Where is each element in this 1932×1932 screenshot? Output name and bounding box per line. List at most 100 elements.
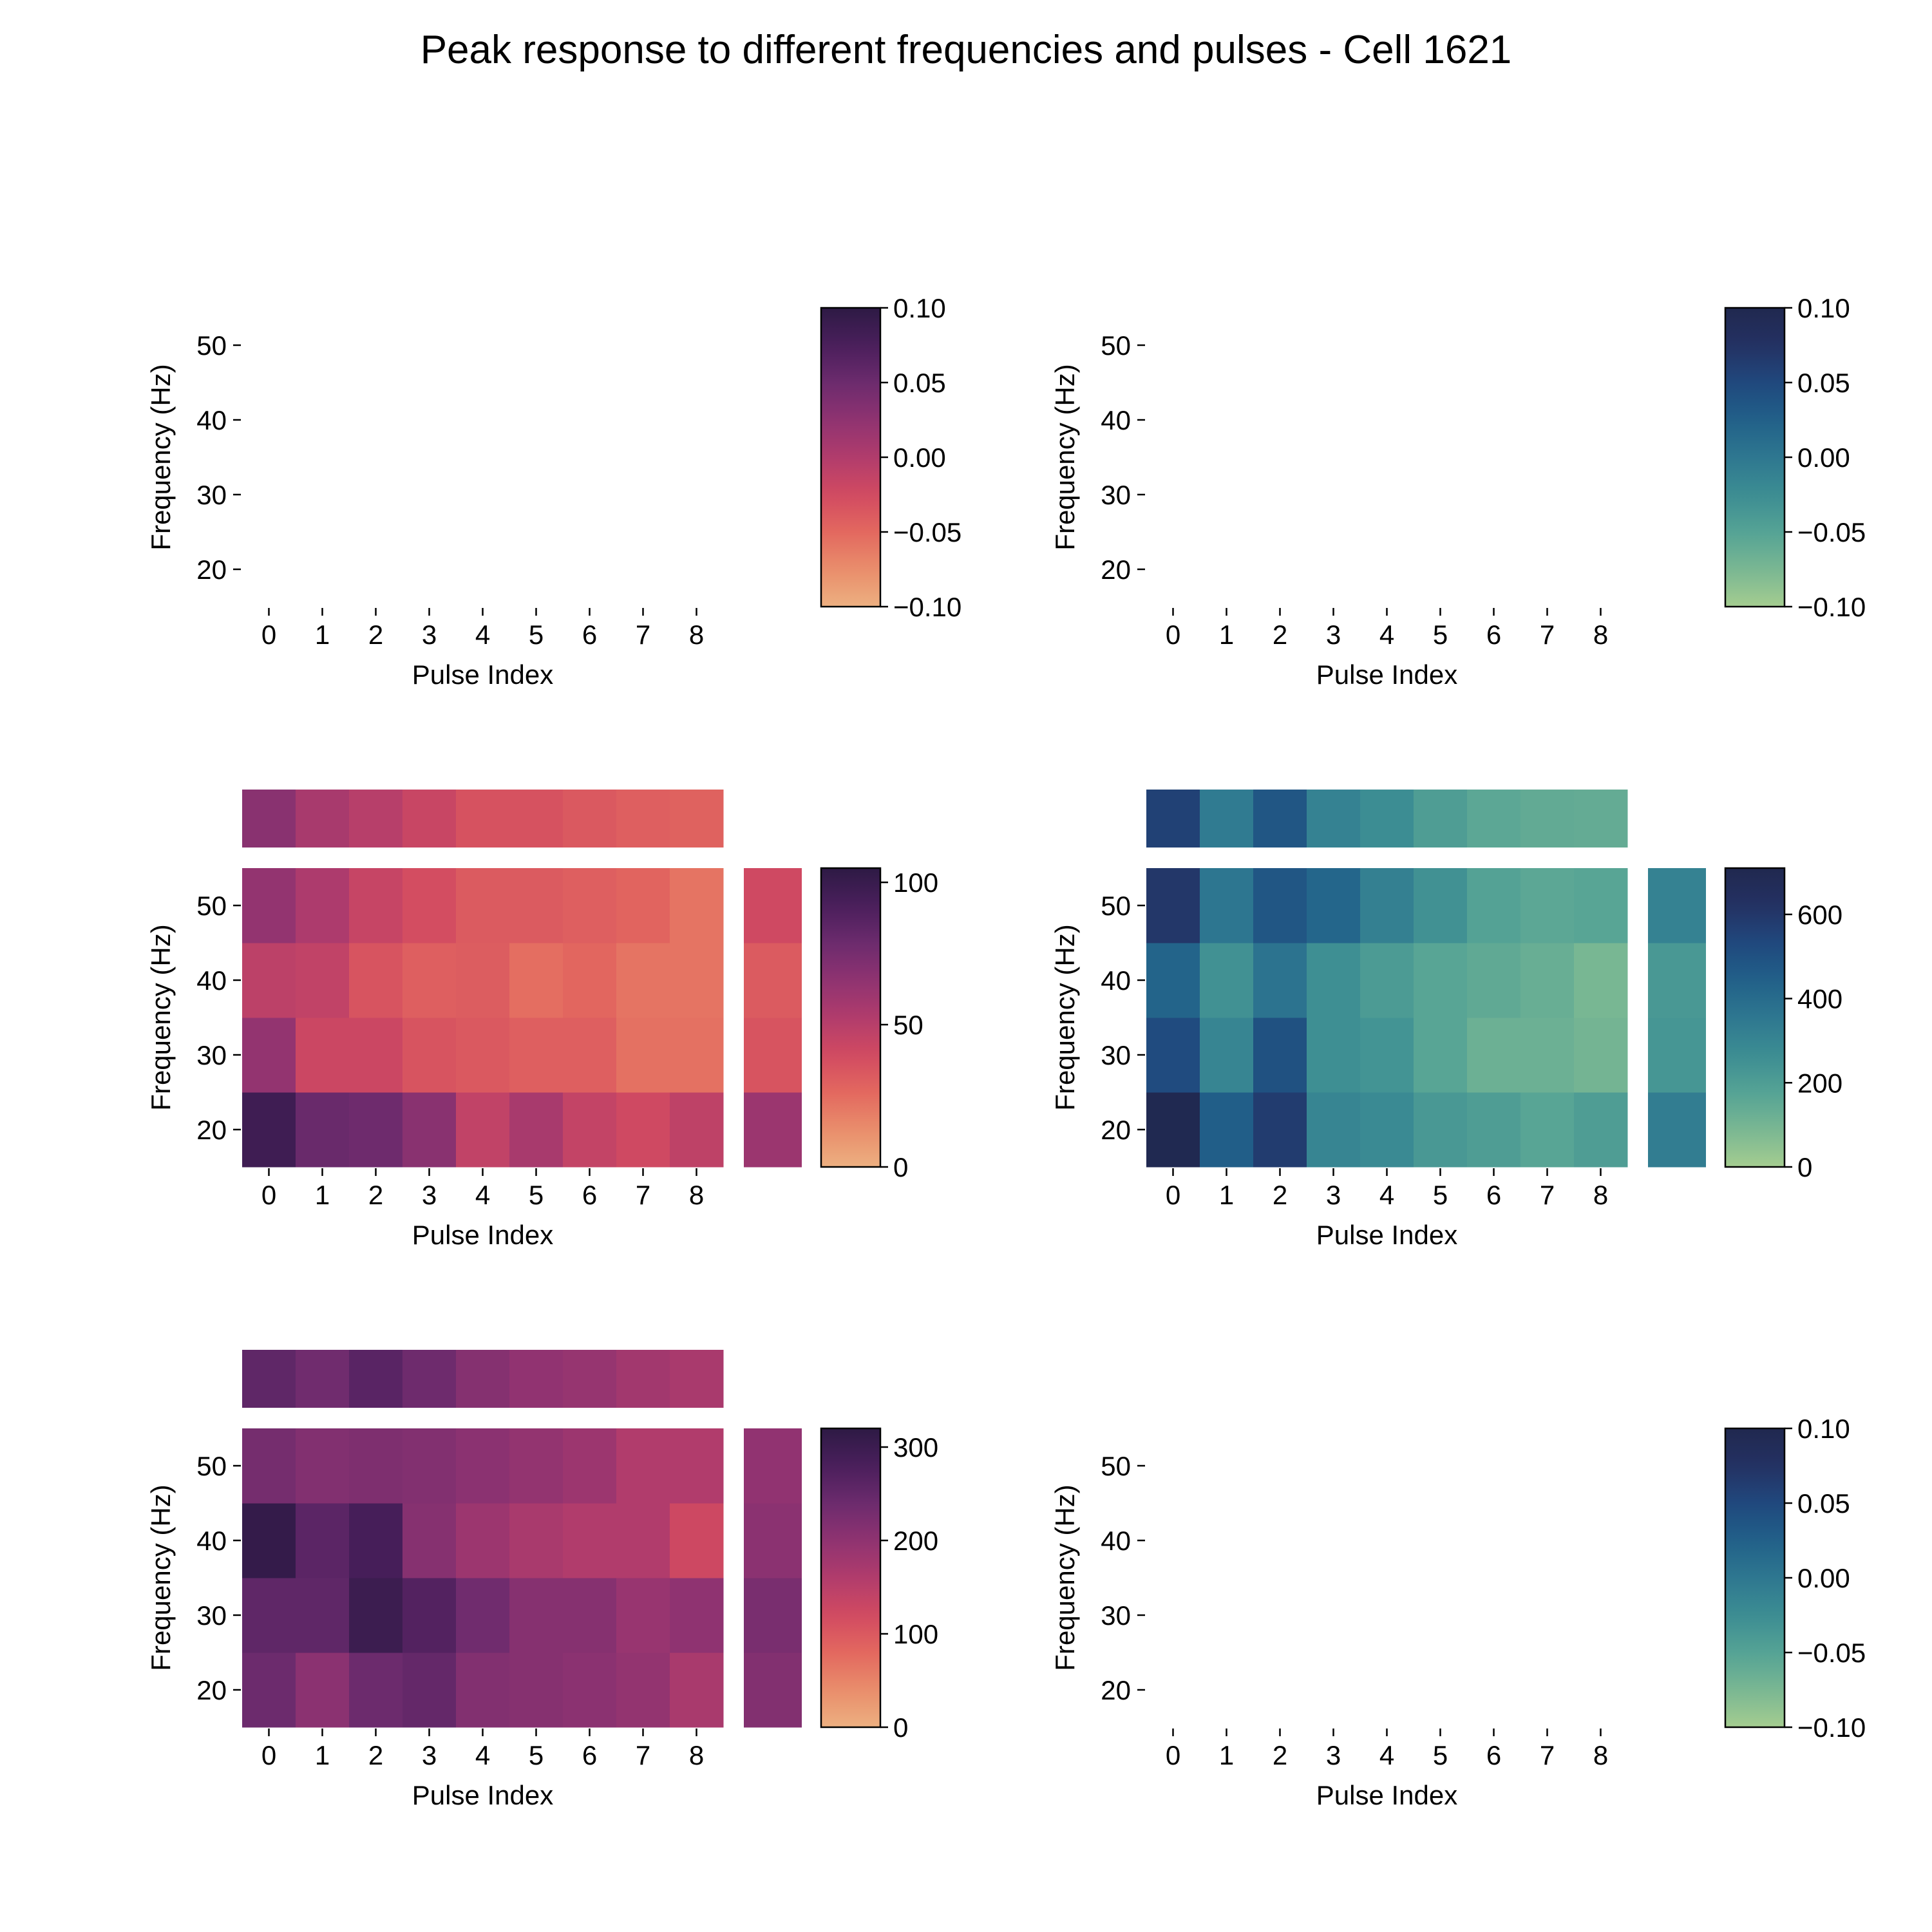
heatmap-cell xyxy=(1307,943,1361,1018)
y-tick-label: 40 xyxy=(1101,405,1131,435)
frequency-mean-cell xyxy=(744,1018,802,1093)
heatmap-cell xyxy=(402,1503,457,1578)
x-axis-label: Pulse Index xyxy=(1316,659,1457,690)
heatmap-cell xyxy=(1574,1018,1628,1093)
heatmap-cell xyxy=(1520,1092,1575,1168)
heatmap-cell xyxy=(456,1092,510,1168)
colorbar-tick-label: 0 xyxy=(893,1712,908,1743)
pulse-mean-cell xyxy=(402,1350,457,1408)
pulse-mean-cell xyxy=(1307,790,1361,848)
x-tick-label: 3 xyxy=(422,1180,437,1210)
heatmap-cell xyxy=(1360,1018,1414,1093)
colorbar-tick-label: 300 xyxy=(893,1432,938,1463)
x-tick-label: 2 xyxy=(368,1180,383,1210)
y-tick-label: 30 xyxy=(1101,1040,1131,1070)
x-tick-label: 2 xyxy=(1273,1180,1287,1210)
heatmap-cell xyxy=(670,1503,724,1578)
heatmap-cell xyxy=(242,1092,296,1168)
pulse-mean-cell xyxy=(349,790,403,848)
heatmap-cell xyxy=(456,1503,510,1578)
frequency-mean-cell xyxy=(1648,943,1706,1018)
heatmap-cell xyxy=(509,943,564,1018)
y-tick-label: 40 xyxy=(1101,1526,1131,1556)
y-tick-label: 40 xyxy=(196,405,227,435)
pulse-mean-cell xyxy=(456,1350,510,1408)
colorbar-tick-label: 50 xyxy=(893,1010,923,1040)
pulse-mean-cell xyxy=(509,1350,564,1408)
y-tick-label: 30 xyxy=(196,1040,227,1070)
heatmap-cell xyxy=(456,1653,510,1728)
pulse-mean-cell xyxy=(296,790,350,848)
heatmap-cell xyxy=(563,1018,617,1093)
colorbar-tick-label: 0.10 xyxy=(893,293,946,323)
heatmap-cell xyxy=(296,1428,350,1504)
heatmap-cell xyxy=(1414,1018,1468,1093)
heatmap-cell xyxy=(563,1578,617,1653)
frequency-mean-cell xyxy=(1648,1018,1706,1093)
x-tick-label: 0 xyxy=(261,1740,276,1770)
y-tick-label: 20 xyxy=(1101,554,1131,585)
heatmap-cell xyxy=(402,1578,457,1653)
heatmap-cell xyxy=(1253,1018,1307,1093)
heatmap-cell xyxy=(563,1092,617,1168)
x-tick-label: 7 xyxy=(636,620,650,650)
x-tick-label: 8 xyxy=(1593,1740,1608,1770)
heatmap-cell xyxy=(1307,1018,1361,1093)
heatmap-cell xyxy=(242,1503,296,1578)
heatmap-cell xyxy=(1146,943,1200,1018)
colorbar-tick-label: 0.05 xyxy=(893,368,946,398)
heatmap-cell xyxy=(1467,943,1521,1018)
heatmap-cell xyxy=(402,943,457,1018)
x-tick-label: 4 xyxy=(1379,1180,1394,1210)
y-tick-label: 50 xyxy=(1101,1451,1131,1481)
heatmap-cell xyxy=(402,1653,457,1728)
heatmap-cell xyxy=(242,1428,296,1504)
x-tick-label: 4 xyxy=(475,620,490,650)
x-tick-label: 7 xyxy=(1540,1740,1555,1770)
heatmap-cell xyxy=(456,1428,510,1504)
y-tick-label: 40 xyxy=(1101,965,1131,996)
x-tick-label: 5 xyxy=(529,1740,544,1770)
heatmap-cell xyxy=(456,868,510,943)
pulse-mean-cell xyxy=(670,790,724,848)
heatmap-cell xyxy=(1200,1018,1254,1093)
frequency-mean-cell xyxy=(1648,868,1706,943)
heatmap-cell xyxy=(296,1092,350,1168)
heatmap-cell xyxy=(509,1653,564,1728)
heatmap-cell xyxy=(509,1578,564,1653)
x-tick-label: 8 xyxy=(689,1740,704,1770)
heatmap-cell xyxy=(349,1092,403,1168)
x-tick-label: 3 xyxy=(422,620,437,650)
pulse-mean-cell xyxy=(456,790,510,848)
colorbar-tick-label: 0.00 xyxy=(1797,1563,1850,1593)
heatmap-cell xyxy=(670,1018,724,1093)
x-tick-label: 1 xyxy=(1219,1740,1234,1770)
x-tick-label: 0 xyxy=(261,1180,276,1210)
x-tick-label: 6 xyxy=(582,1740,597,1770)
x-tick-label: 3 xyxy=(1326,620,1341,650)
heatmap-cell xyxy=(563,1428,617,1504)
x-tick-label: 1 xyxy=(1219,1180,1234,1210)
y-tick-label: 50 xyxy=(196,1451,227,1481)
heatmap-cell xyxy=(402,868,457,943)
colorbar-tick-label: −0.05 xyxy=(1797,1638,1866,1668)
pulse-mean-cell xyxy=(616,1350,670,1408)
pulse-mean-cell xyxy=(1520,790,1575,848)
heatmap-cell xyxy=(349,1428,403,1504)
frequency-mean-cell xyxy=(744,943,802,1018)
heatmap-cell xyxy=(349,1578,403,1653)
y-tick-label: 40 xyxy=(196,965,227,996)
heatmap-cell xyxy=(296,868,350,943)
heatmap-cell xyxy=(670,868,724,943)
panel-6: 20 30 40 50 0 1 2 3 4 5 6 7 8 Pulse Index Frequency (H… xyxy=(1050,1414,1866,1810)
frequency-mean-cell xyxy=(744,1578,802,1653)
panel-4: 20 30 40 50 0 1 2 3 4 5 6 7 8 Pulse Index Frequency (H… xyxy=(1050,790,1842,1250)
x-tick-label: 0 xyxy=(1166,620,1180,650)
heatmap-cell xyxy=(1360,943,1414,1018)
y-tick-label: 30 xyxy=(196,1600,227,1631)
heatmap-cell xyxy=(616,1428,670,1504)
heatmap-cell xyxy=(509,1018,564,1093)
colorbar-tick-label: 600 xyxy=(1797,900,1842,930)
heatmap-cell xyxy=(1200,943,1254,1018)
